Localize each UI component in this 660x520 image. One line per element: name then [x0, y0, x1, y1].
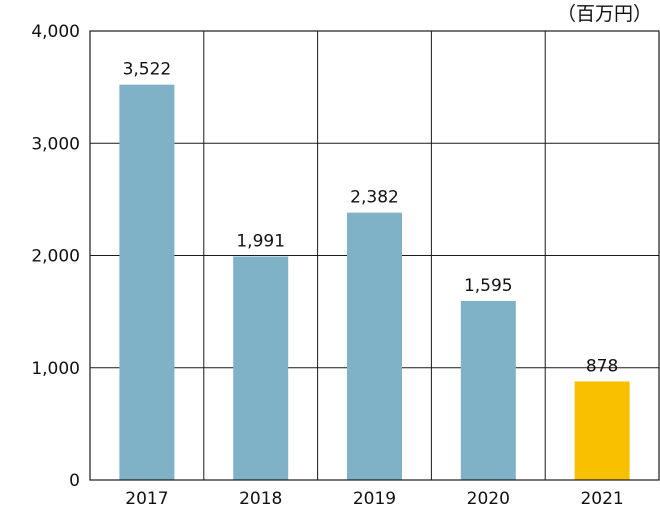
y-tick-label: 1,000: [31, 359, 80, 379]
bars: [119, 84, 630, 481]
data-labels: 3,522 1,991 2,382 1,595 878: [123, 60, 619, 377]
x-tick-label-2017: 2017: [125, 489, 168, 509]
unit-label: （百万円）: [557, 3, 652, 25]
y-tick-label: 0: [69, 471, 80, 491]
grid-lines: [90, 31, 659, 480]
y-tick-label: 3,000: [31, 134, 80, 154]
bar-2019: [347, 212, 402, 481]
data-label-2019: 2,382: [350, 188, 399, 208]
bar-2017: [119, 84, 175, 480]
x-tick-label-2018: 2018: [239, 489, 282, 509]
bar-2018: [233, 256, 289, 480]
x-tick-label-2021: 2021: [580, 489, 623, 509]
x-tick-label-2020: 2020: [467, 489, 510, 509]
y-tick-label: 4,000: [31, 22, 80, 42]
y-axis: 0 1,000 2,000 3,000 4,000: [31, 22, 80, 491]
data-label-2020: 1,595: [464, 276, 513, 296]
y-tick-label: 2,000: [31, 247, 80, 267]
bar-2021: [574, 381, 630, 480]
data-label-2018: 1,991: [236, 232, 285, 252]
data-label-2021: 878: [586, 356, 618, 376]
data-label-2017: 3,522: [123, 60, 172, 80]
x-tick-label-2019: 2019: [353, 489, 396, 509]
plot-frame: [89, 30, 660, 481]
bar-2020: [460, 300, 516, 480]
x-axis: 2017 2018 2019 2020 2021: [125, 489, 623, 509]
